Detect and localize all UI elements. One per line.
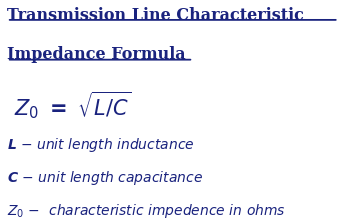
- Text: $\boldsymbol{C}$ $\mathit{-\ unit\ length\ capacitance}$: $\boldsymbol{C}$ $\mathit{-\ unit\ lengt…: [7, 169, 203, 187]
- Text: Impedance Formula: Impedance Formula: [7, 46, 185, 63]
- Text: $\boldsymbol{Z_0\ =\ \sqrt{L/C}}$: $\boldsymbol{Z_0\ =\ \sqrt{L/C}}$: [14, 90, 131, 121]
- Text: $\boldsymbol{Z_0}$ $\mathit{-\ \ characteristic\ impedence\ in\ ohms}$: $\boldsymbol{Z_0}$ $\mathit{-\ \ charact…: [7, 202, 286, 220]
- Text: Transmission Line Characteristic: Transmission Line Characteristic: [7, 7, 304, 24]
- Text: $\boldsymbol{L}$ $\mathit{-\ unit\ length\ inductance}$: $\boldsymbol{L}$ $\mathit{-\ unit\ lengt…: [7, 136, 195, 154]
